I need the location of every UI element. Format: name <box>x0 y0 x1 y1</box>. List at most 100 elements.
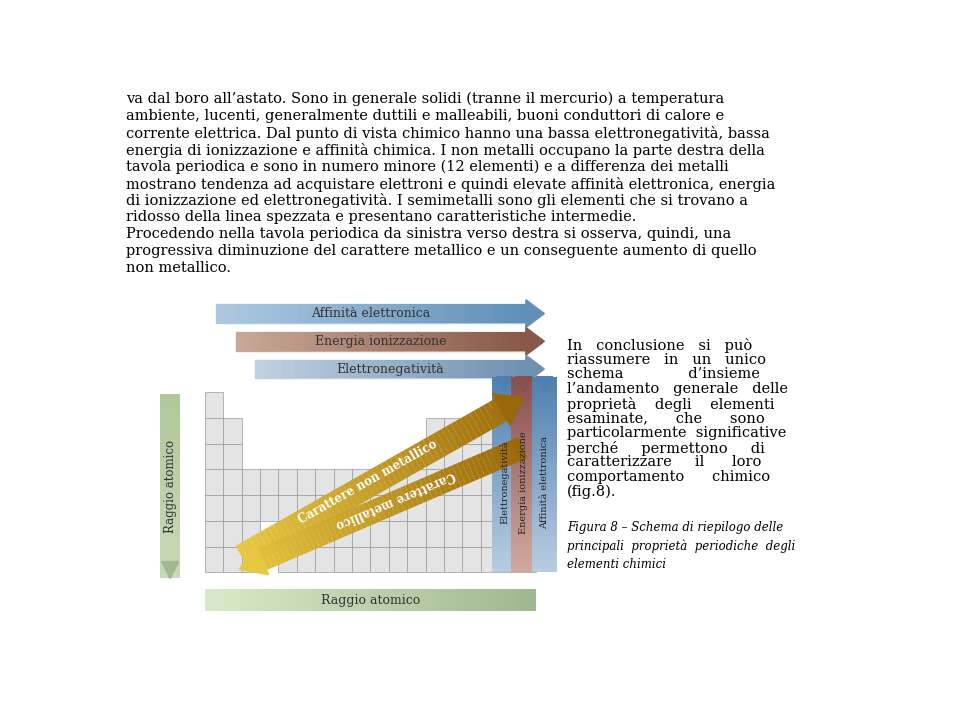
Bar <box>407 495 425 521</box>
Polygon shape <box>532 548 557 553</box>
Bar <box>223 469 242 495</box>
Polygon shape <box>160 470 180 474</box>
Polygon shape <box>470 360 476 378</box>
Polygon shape <box>532 393 557 397</box>
Polygon shape <box>324 518 339 541</box>
Bar <box>333 547 352 573</box>
Polygon shape <box>160 398 180 403</box>
Polygon shape <box>492 528 516 533</box>
Polygon shape <box>371 360 376 378</box>
Polygon shape <box>532 513 557 516</box>
Polygon shape <box>330 304 336 323</box>
Polygon shape <box>494 445 509 468</box>
Polygon shape <box>512 493 536 496</box>
Polygon shape <box>433 471 447 495</box>
Polygon shape <box>160 522 180 526</box>
Bar <box>481 521 499 547</box>
Polygon shape <box>512 513 536 516</box>
Polygon shape <box>492 465 516 468</box>
Polygon shape <box>366 332 372 351</box>
Bar <box>260 469 278 495</box>
Text: Procedendo nella tavola periodica da sinistra verso destra si osserva, quindi, u: Procedendo nella tavola periodica da sin… <box>127 227 732 241</box>
Text: l’andamento   generale   delle: l’andamento generale delle <box>566 382 788 396</box>
Polygon shape <box>512 556 536 560</box>
Polygon shape <box>532 421 557 425</box>
Polygon shape <box>292 532 305 555</box>
Polygon shape <box>160 503 180 508</box>
Bar <box>517 392 536 418</box>
Polygon shape <box>362 304 368 323</box>
Polygon shape <box>492 388 516 393</box>
Polygon shape <box>532 473 557 476</box>
Polygon shape <box>512 385 536 388</box>
Polygon shape <box>476 360 482 378</box>
Polygon shape <box>532 488 557 493</box>
Bar <box>407 469 425 495</box>
Bar <box>463 443 481 469</box>
Polygon shape <box>373 589 380 610</box>
Polygon shape <box>282 536 296 560</box>
Polygon shape <box>492 553 516 556</box>
Polygon shape <box>512 456 536 461</box>
Bar <box>499 521 517 547</box>
Polygon shape <box>420 478 433 501</box>
Bar <box>444 469 463 495</box>
Polygon shape <box>512 461 536 465</box>
Polygon shape <box>514 437 527 461</box>
Polygon shape <box>522 589 529 610</box>
Polygon shape <box>160 451 180 456</box>
Polygon shape <box>204 589 211 610</box>
Polygon shape <box>492 421 516 425</box>
Bar <box>223 547 242 573</box>
Polygon shape <box>492 476 516 481</box>
Polygon shape <box>492 533 516 536</box>
Polygon shape <box>368 304 374 323</box>
Polygon shape <box>512 505 536 508</box>
Polygon shape <box>322 360 326 378</box>
Bar <box>352 547 371 573</box>
Polygon shape <box>380 304 387 323</box>
Polygon shape <box>376 360 382 378</box>
Polygon shape <box>366 360 371 378</box>
Bar <box>499 443 517 469</box>
Bar <box>444 418 463 443</box>
Text: corrente elettrica. Dal punto di vista chimico hanno una bassa elettronegatività: corrente elettrica. Dal punto di vista c… <box>127 126 770 141</box>
Bar <box>425 418 444 443</box>
Text: riassumere   in   un   unico: riassumere in un unico <box>566 353 766 367</box>
Polygon shape <box>406 304 412 323</box>
Polygon shape <box>254 304 260 323</box>
Polygon shape <box>160 422 180 427</box>
Bar <box>204 495 223 521</box>
Polygon shape <box>492 445 516 448</box>
Polygon shape <box>512 544 536 548</box>
Polygon shape <box>494 304 500 323</box>
Polygon shape <box>489 400 506 425</box>
Polygon shape <box>387 304 394 323</box>
Polygon shape <box>484 403 501 427</box>
Polygon shape <box>455 332 461 351</box>
Polygon shape <box>376 463 394 488</box>
Polygon shape <box>347 589 353 610</box>
Polygon shape <box>492 381 516 385</box>
Bar <box>260 495 278 521</box>
Polygon shape <box>491 332 496 351</box>
Polygon shape <box>161 561 179 578</box>
Bar <box>315 495 333 521</box>
Bar <box>407 521 425 547</box>
Polygon shape <box>512 524 536 528</box>
Polygon shape <box>492 564 516 568</box>
Text: schema              d’insieme: schema d’insieme <box>566 368 759 381</box>
Polygon shape <box>443 468 457 491</box>
Polygon shape <box>493 397 511 422</box>
Bar <box>352 495 371 521</box>
Bar <box>517 547 536 573</box>
Polygon shape <box>482 589 489 610</box>
Polygon shape <box>475 304 482 323</box>
Polygon shape <box>390 332 396 351</box>
Polygon shape <box>339 512 352 536</box>
Text: non metallico.: non metallico. <box>127 261 231 275</box>
Bar <box>223 521 242 547</box>
Polygon shape <box>250 536 267 560</box>
Polygon shape <box>444 304 450 323</box>
Polygon shape <box>320 589 326 610</box>
